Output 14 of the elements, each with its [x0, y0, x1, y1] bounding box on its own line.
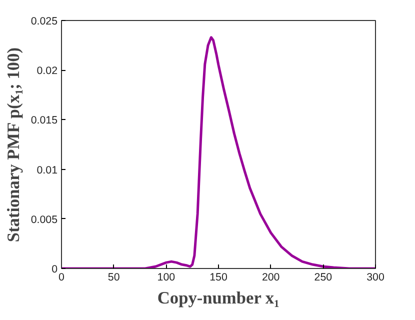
- y-tick-label: 0: [52, 264, 58, 276]
- x-tick-label: 200: [262, 272, 280, 284]
- x-tick-label: 150: [210, 272, 228, 284]
- y-tick-label: 0.015: [30, 114, 58, 127]
- x-tick-label: 250: [314, 272, 332, 284]
- x-axis-title: Copy-number x₁: [157, 288, 280, 308]
- y-axis-title: Stationary PMF p(x₁; 100): [4, 47, 23, 242]
- x-tick-label: 100: [157, 272, 176, 284]
- y-tick-label: 0.02: [36, 65, 58, 78]
- y-tick-label: 0.025: [30, 16, 58, 28]
- y-tick-label: 0.005: [30, 214, 58, 226]
- x-tick-label: 300: [366, 272, 384, 284]
- y-tick-label: 0.01: [36, 164, 58, 176]
- x-tick-label: 50: [108, 272, 120, 284]
